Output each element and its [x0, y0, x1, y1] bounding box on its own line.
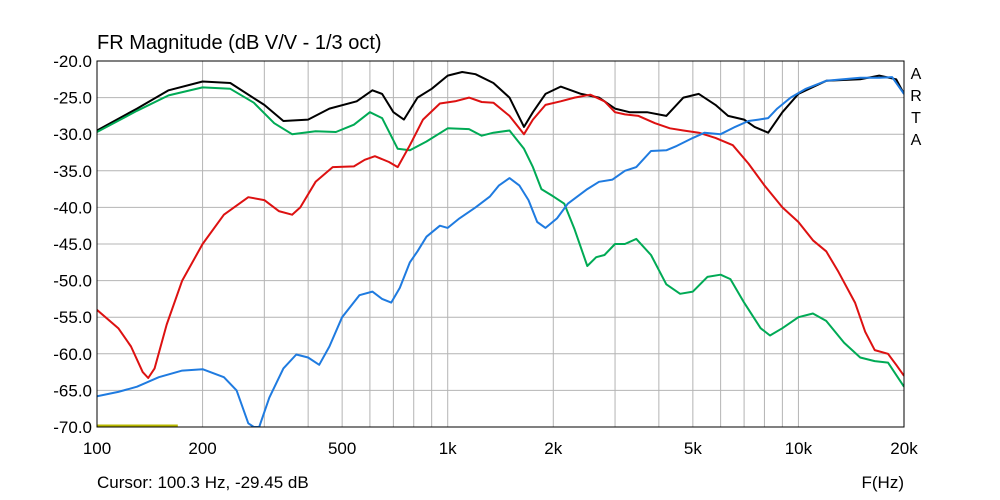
- x-tick-label: 20k: [890, 439, 918, 458]
- y-tick-label: -35.0: [53, 162, 92, 181]
- y-tick-label: -40.0: [53, 198, 92, 217]
- x-axis-label: F(Hz): [862, 473, 904, 492]
- y-tick-label: -45.0: [53, 235, 92, 254]
- y-tick-label: -30.0: [53, 125, 92, 144]
- brand-letter: R: [910, 88, 922, 105]
- cursor-readout: Cursor: 100.3 Hz, -29.45 dB: [97, 473, 309, 492]
- y-tick-label: -20.0: [53, 52, 92, 71]
- chart-title: FR Magnitude (dB V/V - 1/3 oct): [97, 32, 382, 54]
- x-tick-label: 10k: [785, 439, 813, 458]
- series-line-1: [97, 71, 904, 134]
- x-tick-label: 500: [328, 439, 356, 458]
- y-tick-label: -65.0: [53, 381, 92, 400]
- y-axis-ticks: -20.0 -25.0 -30.0 -35.0 -40.0 -45.0 -50.0 -55.0…: [53, 52, 92, 437]
- brand-letter: T: [911, 110, 921, 127]
- x-tick-label: 1k: [439, 439, 457, 458]
- x-tick-label: 100: [83, 439, 111, 458]
- x-tick-label: 5k: [684, 439, 702, 458]
- y-tick-label: -60.0: [53, 345, 92, 364]
- series-line-4: [97, 76, 904, 427]
- x-tick-label: 2k: [544, 439, 562, 458]
- y-tick-label: -25.0: [53, 89, 92, 108]
- series-line-2: [97, 86, 904, 388]
- y-tick-label: -50.0: [53, 272, 92, 291]
- series-line-3: [97, 93, 904, 379]
- y-tick-label: -70.0: [53, 418, 92, 437]
- plot-frame: [96, 60, 905, 428]
- series-layer: [97, 71, 904, 427]
- x-tick-label: 200: [188, 439, 216, 458]
- x-axis-ticks: 100 200 500 1k 2k 5k 10k 20k: [83, 439, 918, 458]
- grid: [97, 61, 904, 427]
- y-tick-label: -55.0: [53, 308, 92, 327]
- brand-letter: A: [911, 66, 922, 83]
- brand-letter: A: [911, 132, 922, 149]
